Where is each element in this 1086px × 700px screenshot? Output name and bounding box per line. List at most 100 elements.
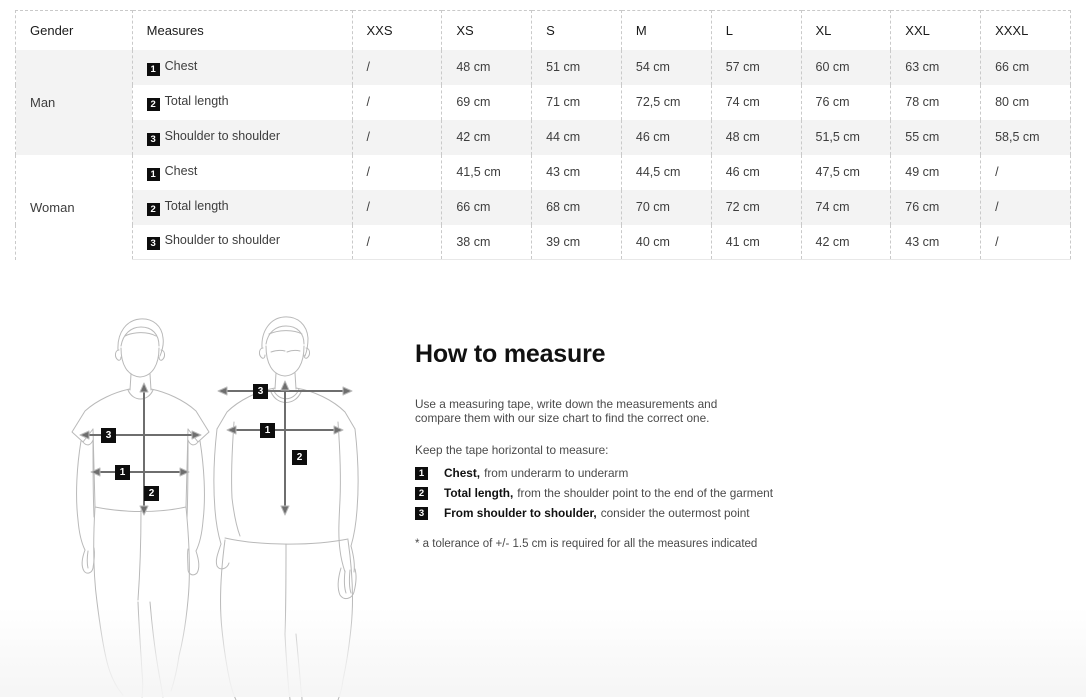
how-to-measure-keep-tape: Keep the tape horizontal to measure:: [415, 443, 609, 458]
column-header-xxl: XXL: [890, 10, 982, 50]
legend-desc: consider the outermost point: [600, 506, 750, 521]
value-cell-m: 70 cm: [620, 189, 712, 225]
measure-badge-3: 3: [146, 132, 160, 146]
value-cell-xs: 42 cm: [441, 119, 533, 155]
measure-badge-3: 3: [146, 237, 160, 251]
column-header-xs: XS: [441, 10, 533, 50]
legend-term: From shoulder to shoulder,: [444, 506, 597, 521]
column-header-s: S: [531, 10, 622, 50]
value-cell-xxl: 76 cm: [890, 189, 982, 225]
value-cell-xs: 48 cm: [441, 49, 533, 85]
table-row: 2 Total length / 69 cm 71 cm 72,5 cm 74 c…: [16, 84, 1071, 120]
value-cell-xxl: 43 cm: [890, 224, 982, 260]
value-cell-m: 72,5 cm: [620, 84, 712, 120]
column-header-gender: Gender: [15, 10, 133, 50]
value-cell-xl: 74 cm: [800, 189, 892, 225]
measure-label: Chest: [164, 163, 198, 178]
measure-label: Total length: [164, 93, 229, 108]
table-row: 3 Shoulder to shoulder / 42 cm 44 cm 46 c…: [16, 119, 1071, 155]
legend-text: Total length, from the shoulder point to …: [444, 486, 773, 500]
value-cell-l: 57 cm: [710, 49, 802, 85]
value-cell-xs: 66 cm: [441, 189, 533, 225]
value-cell-xxs: /: [351, 154, 443, 190]
measure-label: Total length: [164, 198, 229, 213]
tshirt-badge-length: 2: [144, 486, 159, 501]
value-cell-xxxl: 80 cm: [980, 84, 1071, 120]
measure-cell: 1 Chest: [131, 154, 353, 190]
how-to-measure-section: 3 1 2 3 1 2 How to measure Use a measuri…: [0, 300, 1086, 700]
table-body: Man 1 Chest / 48 cm 51 cm 54 cm 57 cm 60 …: [15, 49, 1071, 260]
legend-item-shoulder-to-shoulder: 3 From shoulder to shoulder, consider the…: [415, 506, 845, 521]
size-chart-container: Gender Measures XXS XS S M L XL XXL XXXL…: [15, 10, 1071, 260]
measure-badge-1: 1: [146, 167, 160, 181]
legend-text: From shoulder to shoulder, consider the o…: [444, 506, 750, 520]
value-cell-xs: 69 cm: [441, 84, 533, 120]
value-cell-xxs: /: [351, 119, 443, 155]
gender-cell-man: Man: [15, 49, 133, 155]
value-cell-l: 72 cm: [710, 189, 802, 225]
column-header-l: L: [710, 10, 802, 50]
value-cell-xl: 51,5 cm: [800, 119, 892, 155]
value-cell-xs: 41,5 cm: [441, 154, 533, 190]
value-cell-xl: 42 cm: [800, 224, 892, 260]
legend-desc: from the shoulder point to the end of th…: [517, 486, 774, 501]
how-to-measure-intro: Use a measuring tape, write down the mea…: [415, 397, 718, 426]
measure-label: Shoulder to shoulder: [164, 128, 280, 143]
measure-cell: 2 Total length: [131, 189, 353, 225]
value-cell-l: 41 cm: [710, 224, 802, 260]
value-cell-xxxl: 66 cm: [980, 49, 1071, 85]
tshirt-measure-arrows: [85, 387, 196, 511]
legend-item-total-length: 2 Total length, from the shoulder point t…: [415, 486, 845, 501]
value-cell-xxl: 49 cm: [890, 154, 982, 190]
column-header-m: M: [620, 10, 712, 50]
column-header-xxs: XXS: [351, 10, 443, 50]
measure-cell: 3 Shoulder to shoulder: [131, 224, 353, 260]
measure-badge-1: 1: [146, 62, 160, 76]
value-cell-xxl: 78 cm: [890, 84, 982, 120]
figures-illustration-svg: [71, 316, 359, 700]
tshirt-badge-shoulder: 3: [101, 428, 116, 443]
value-cell-xl: 60 cm: [800, 49, 892, 85]
legend-term: Total length,: [444, 486, 514, 501]
sweatshirt-badge-chest: 1: [260, 423, 275, 438]
measure-cell: 3 Shoulder to shoulder: [131, 119, 353, 155]
value-cell-m: 44,5 cm: [620, 154, 712, 190]
gender-cell-woman: Woman: [15, 154, 133, 260]
value-cell-l: 74 cm: [710, 84, 802, 120]
value-cell-xs: 38 cm: [441, 224, 533, 260]
value-cell-m: 40 cm: [620, 224, 712, 260]
table-header: Gender Measures XXS XS S M L XL XXL XXXL: [15, 10, 1071, 50]
legend-item-chest: 1 Chest, from underarm to underarm: [415, 466, 845, 481]
tshirt-arrowheads: [79, 382, 202, 516]
value-cell-s: 44 cm: [531, 119, 622, 155]
legend-badge-3: 3: [415, 507, 428, 521]
table-row: Woman 1 Chest / 41,5 cm 43 cm 44,5 cm 46 …: [15, 154, 1071, 260]
value-cell-m: 54 cm: [620, 49, 712, 85]
sweatshirt-badge-length: 2: [292, 450, 307, 465]
value-cell-s: 39 cm: [531, 224, 622, 260]
sweatshirt-arrowheads: [217, 380, 353, 516]
value-cell-s: 43 cm: [531, 154, 622, 190]
value-cell-s: 68 cm: [531, 189, 622, 225]
value-cell-xxs: /: [351, 189, 443, 225]
value-cell-xxs: /: [351, 224, 443, 260]
value-cell-xxxl: /: [980, 189, 1071, 225]
legend-text: Chest, from underarm to underarm: [444, 466, 628, 480]
value-cell-xxl: 63 cm: [890, 49, 982, 85]
value-cell-xl: 76 cm: [800, 84, 892, 120]
value-cell-xxxl: /: [980, 154, 1071, 190]
value-cell-xxl: 55 cm: [890, 119, 982, 155]
measure-label: Shoulder to shoulder: [164, 233, 280, 248]
table-row: 3 Shoulder to shoulder / 38 cm 39 cm 40 c…: [16, 224, 1071, 260]
value-cell-xl: 47,5 cm: [800, 154, 892, 190]
legend-badge-1: 1: [415, 467, 428, 481]
measurement-figures: 3 1 2 3 1 2: [55, 310, 405, 700]
legend-term: Chest,: [444, 466, 481, 481]
measure-cell: 1 Chest: [131, 49, 353, 85]
measure-badge-2: 2: [146, 97, 160, 111]
measure-label: Chest: [164, 58, 198, 73]
size-chart-table: Gender Measures XXS XS S M L XL XXL XXXL…: [15, 10, 1071, 260]
tshirt-figure-outline: [71, 318, 210, 698]
table-row: 2 Total length / 66 cm 68 cm 70 cm 72 cm …: [16, 189, 1071, 225]
column-header-xl: XL: [800, 10, 892, 50]
